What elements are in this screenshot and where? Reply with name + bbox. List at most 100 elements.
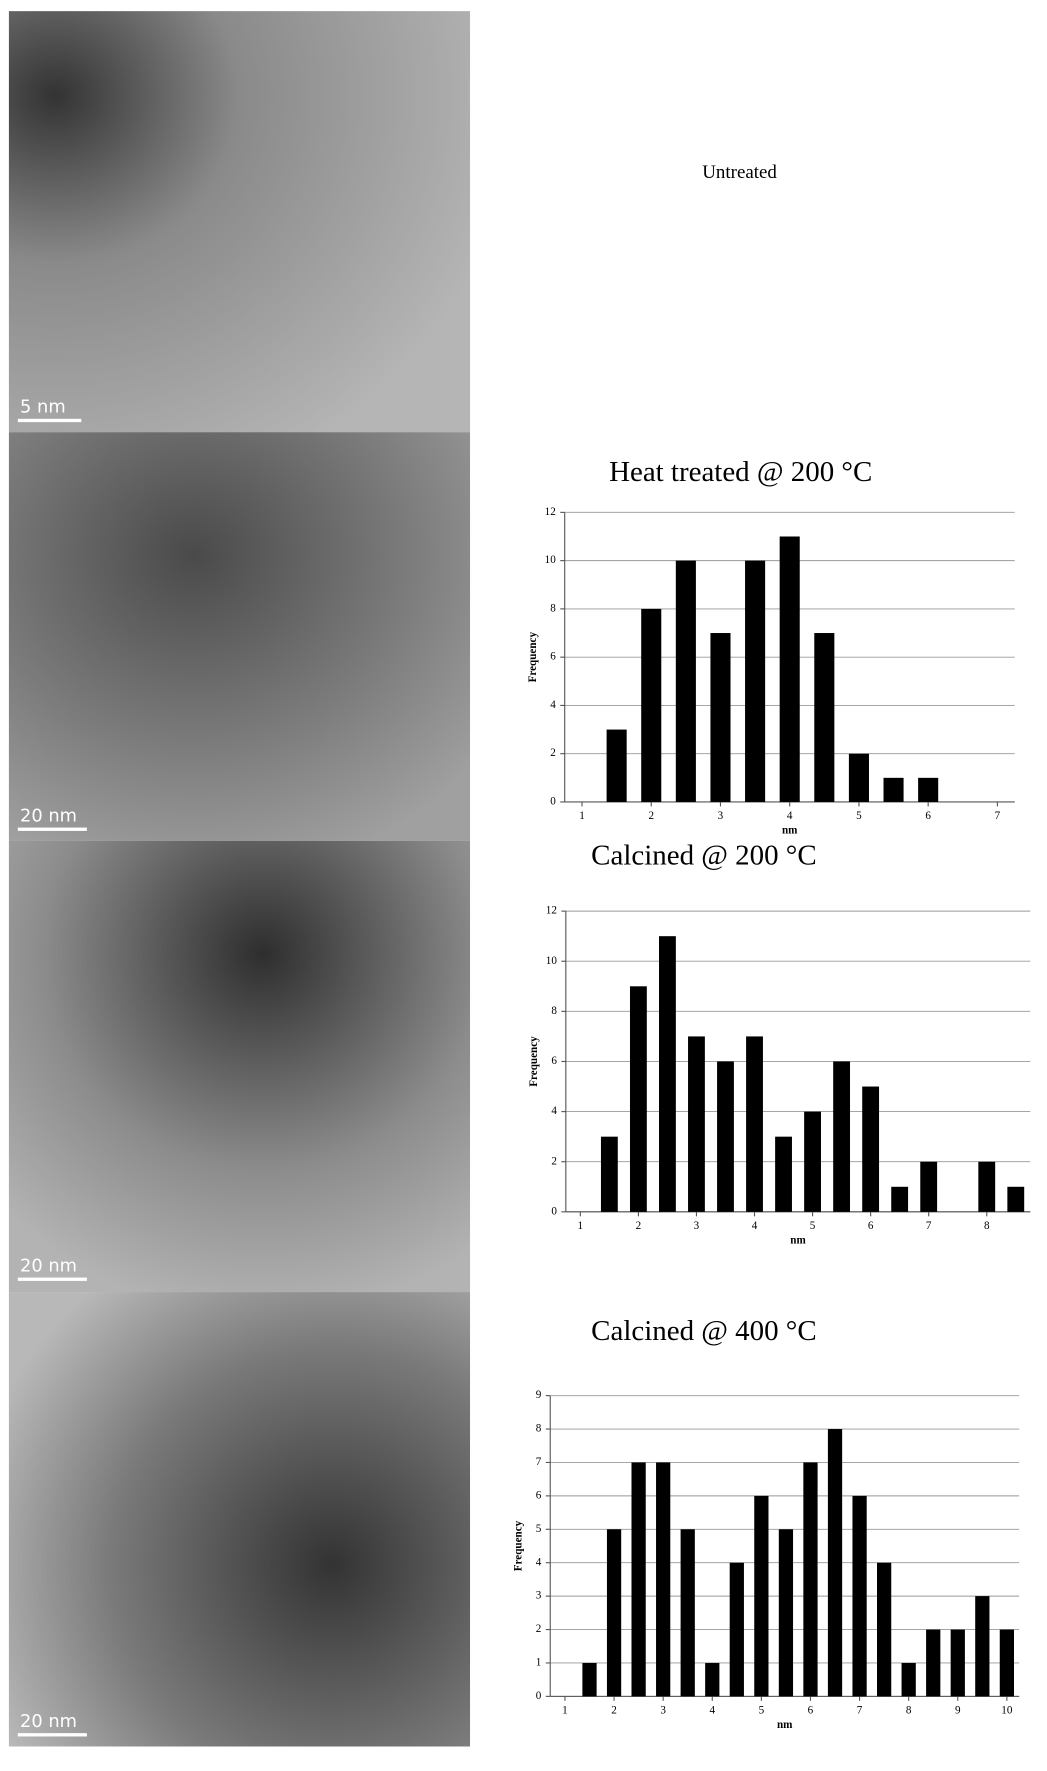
scale-label: 20 nm — [20, 805, 77, 826]
y-tick-label: 1 — [536, 1657, 542, 1669]
x-tick-label: 5 — [759, 1704, 765, 1716]
bar — [656, 1462, 671, 1697]
scale-bar — [17, 827, 87, 831]
bar — [852, 1495, 867, 1697]
tem-image — [8, 1292, 471, 1747]
tem-image — [8, 840, 471, 1293]
x-tick-label: 6 — [868, 1220, 874, 1232]
y-tick-label: 6 — [551, 1055, 557, 1067]
chart-title: Heat treated @ 200 °C — [609, 456, 872, 488]
y-tick-label: 10 — [545, 554, 557, 566]
bar — [833, 1061, 851, 1212]
bar — [926, 1629, 941, 1697]
y-tick-label: 6 — [550, 651, 556, 663]
scale-label: 20 nm — [20, 1711, 77, 1732]
scale-bar — [17, 418, 82, 423]
y-axis-label: Frequency — [528, 1036, 540, 1087]
y-tick-label: 2 — [550, 747, 556, 759]
bar — [978, 1161, 996, 1212]
y-tick-label: 9 — [536, 1389, 542, 1401]
y-axis-label: Frequency — [527, 631, 539, 682]
x-tick-label: 3 — [694, 1220, 700, 1232]
x-tick-label: 5 — [856, 810, 862, 822]
bar — [1007, 1186, 1025, 1212]
bar — [814, 633, 835, 802]
bar — [746, 1036, 763, 1212]
y-tick-label: 10 — [546, 955, 558, 967]
y-tick-label: 12 — [545, 506, 556, 518]
y-tick-label: 2 — [536, 1623, 542, 1635]
bar — [891, 1186, 909, 1212]
x-tick-label: 2 — [636, 1220, 642, 1232]
bar — [779, 536, 800, 802]
x-tick-label: 8 — [984, 1220, 990, 1232]
x-tick-label: 4 — [752, 1220, 758, 1232]
x-tick-label: 7 — [926, 1220, 932, 1232]
x-tick-label: 6 — [925, 810, 931, 822]
bar — [883, 777, 904, 802]
bar — [729, 1562, 744, 1697]
bar — [659, 936, 676, 1212]
bar — [705, 1662, 720, 1697]
bar — [918, 777, 939, 802]
x-tick-label: 4 — [787, 810, 793, 822]
bar — [582, 1662, 597, 1697]
bar — [675, 560, 696, 802]
x-tick-label: 5 — [810, 1220, 816, 1232]
x-tick-label: 1 — [579, 810, 585, 822]
bar — [717, 1061, 734, 1212]
y-tick-label: 8 — [536, 1423, 542, 1435]
bar — [680, 1529, 695, 1697]
x-tick-label: 6 — [808, 1704, 814, 1716]
y-tick-label: 5 — [536, 1523, 542, 1535]
x-tick-label: 9 — [955, 1704, 961, 1716]
y-tick-label: 0 — [550, 796, 556, 808]
bar — [600, 1136, 618, 1212]
x-tick-label: 7 — [995, 810, 1001, 822]
bar — [688, 1036, 705, 1212]
bar — [804, 1111, 821, 1212]
y-tick-label: 4 — [551, 1105, 557, 1117]
x-tick-label: 4 — [709, 1704, 715, 1716]
scale-label: 20 nm — [20, 1255, 77, 1276]
bar — [862, 1086, 880, 1212]
bar — [641, 608, 662, 802]
x-tick-label: 7 — [857, 1704, 863, 1716]
bar — [778, 1529, 794, 1697]
y-tick-label: 0 — [536, 1690, 542, 1702]
bar — [775, 1136, 792, 1212]
bar — [950, 1629, 965, 1697]
bar — [754, 1495, 769, 1697]
bar — [920, 1161, 938, 1212]
y-tick-label: 4 — [550, 699, 556, 711]
y-tick-label: 12 — [546, 905, 557, 917]
bar — [710, 633, 731, 802]
x-tick-label: 2 — [648, 810, 654, 822]
bar — [631, 1462, 646, 1697]
x-axis-label: nm — [790, 1234, 806, 1246]
y-axis-label: Frequency — [513, 1520, 525, 1571]
x-tick-label: 1 — [562, 1704, 568, 1716]
tem-image — [8, 11, 471, 433]
scale-bar — [17, 1733, 87, 1737]
y-tick-label: 2 — [551, 1155, 557, 1167]
x-axis-label: nm — [777, 1719, 793, 1731]
bar — [629, 986, 647, 1212]
y-tick-label: 8 — [551, 1005, 557, 1017]
y-tick-label: 7 — [536, 1456, 542, 1468]
y-tick-label: 4 — [536, 1556, 542, 1568]
bar — [975, 1596, 990, 1697]
scale-bar — [17, 1277, 87, 1281]
x-tick-label: 10 — [1001, 1704, 1013, 1716]
y-tick-label: 8 — [550, 602, 556, 614]
x-tick-label: 8 — [906, 1704, 912, 1716]
bar — [606, 1529, 622, 1697]
bar — [848, 753, 869, 802]
x-tick-label: 1 — [578, 1220, 584, 1232]
x-axis-label: nm — [782, 824, 798, 836]
chart-title: Calcined @ 200 °C — [591, 839, 816, 871]
scale-label: 5 nm — [20, 397, 66, 418]
bar — [745, 560, 766, 802]
bar — [803, 1462, 818, 1697]
